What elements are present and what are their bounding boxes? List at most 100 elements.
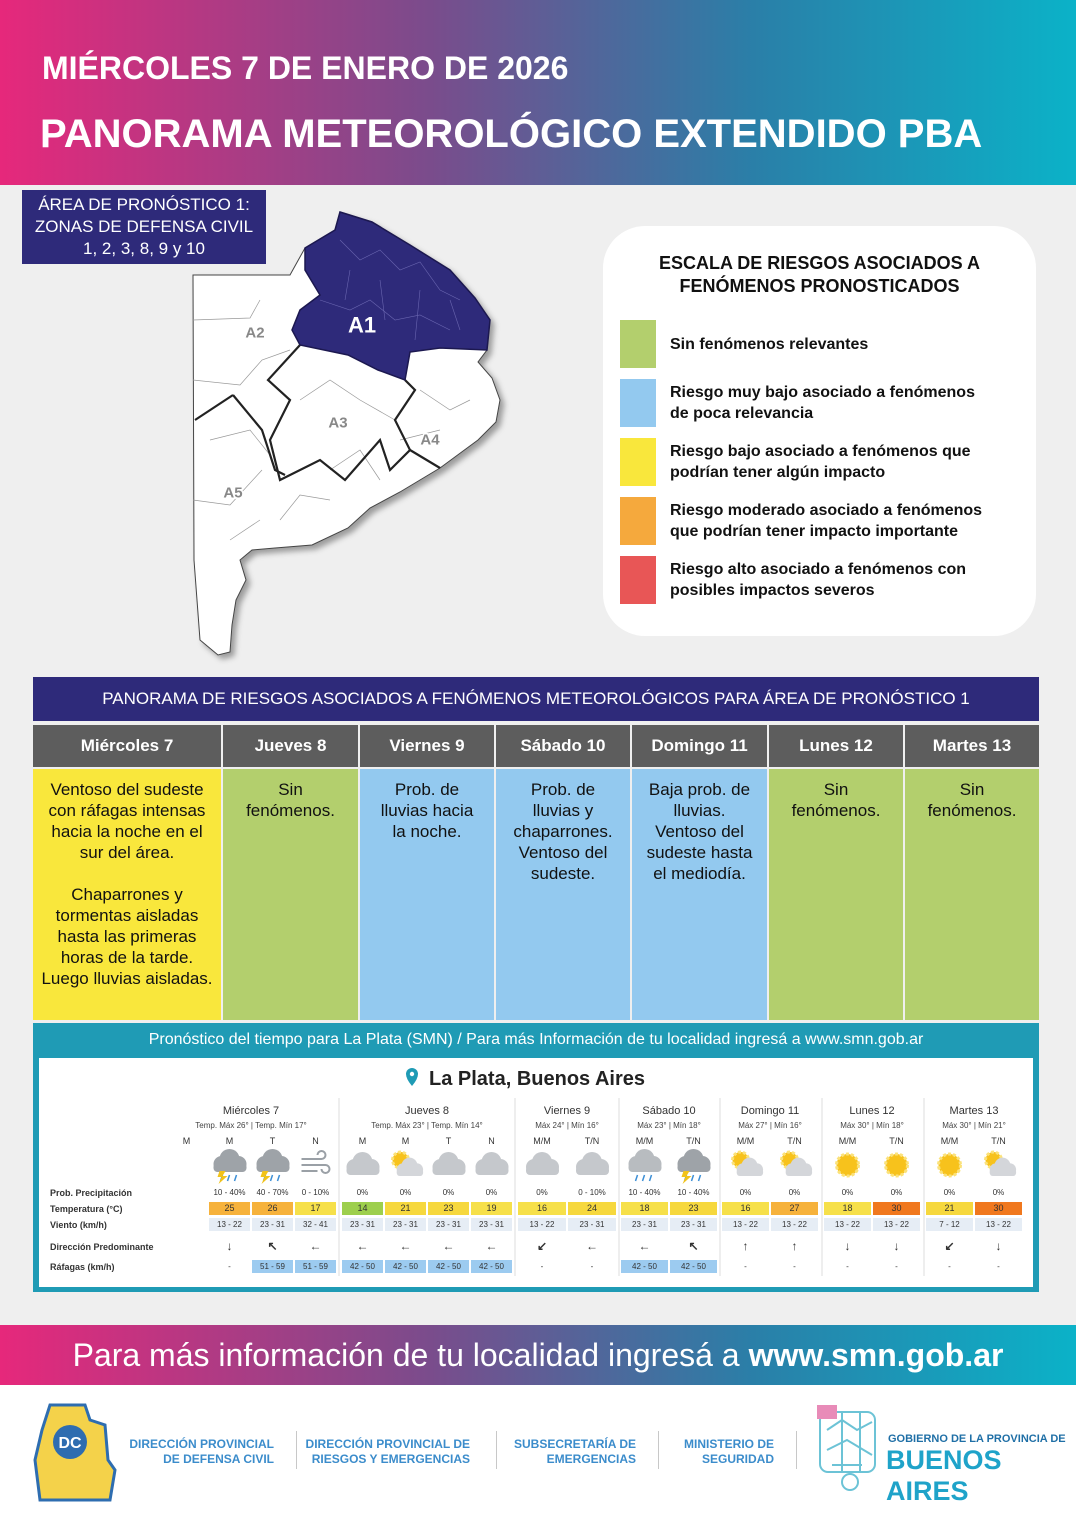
gust-cell xyxy=(471,1260,512,1273)
row-label: Prob. Precipitación xyxy=(50,1188,132,1198)
gusts: 42 - 50 xyxy=(632,1262,657,1271)
smn-day: Martes 13 xyxy=(950,1105,999,1117)
precip-prob: 0% xyxy=(486,1188,498,1197)
weather-icon xyxy=(576,1152,609,1175)
logo-separator xyxy=(296,1431,297,1469)
wind-cell xyxy=(670,1218,717,1231)
period: N xyxy=(312,1136,319,1146)
wind: 13 - 22 xyxy=(884,1220,909,1229)
temperature: 17 xyxy=(310,1203,320,1213)
wind-direction: ↙ xyxy=(537,1239,547,1253)
province-name: BUENOS AIRES xyxy=(886,1445,1002,1506)
scale-swatch xyxy=(620,438,656,486)
smn-widget: La Plata, Buenos Aires Prob. Precipitació… xyxy=(50,1068,1022,1276)
row-label: Viento (km/h) xyxy=(50,1220,107,1230)
wind-direction: ← xyxy=(443,1239,455,1253)
temp-cell xyxy=(722,1202,769,1215)
smn-day: Domingo 11 xyxy=(741,1105,800,1117)
temperature: 16 xyxy=(537,1203,547,1213)
gusts: - xyxy=(591,1262,594,1271)
precip-prob: 0% xyxy=(536,1188,548,1197)
gust-cell xyxy=(670,1260,717,1273)
gusts: - xyxy=(895,1262,898,1271)
emblem-accent xyxy=(817,1405,837,1419)
weather-icon xyxy=(475,1152,509,1175)
rain-drop xyxy=(697,1174,702,1182)
gust-cell xyxy=(252,1260,293,1273)
wind-cell xyxy=(771,1218,818,1231)
temp-cell xyxy=(295,1202,336,1215)
scale-label: Sin fenómenos relevantes xyxy=(670,335,869,353)
precip-prob: 0% xyxy=(443,1188,455,1197)
temperature: 26 xyxy=(267,1203,277,1213)
day-header: Miércoles 7 xyxy=(33,725,221,767)
province-map: A1 A2 A3 A4 A5 xyxy=(192,211,501,656)
rain-drop xyxy=(226,1174,231,1182)
temp-cell xyxy=(209,1202,250,1215)
emblem-lines xyxy=(819,1411,876,1491)
period: M xyxy=(402,1136,410,1146)
area-map-label: A2 xyxy=(245,324,264,341)
scale-swatch xyxy=(620,320,656,368)
wind-direction: ← xyxy=(586,1239,598,1253)
period: M/M xyxy=(839,1136,857,1146)
day-risk: Sin fenómenos. xyxy=(223,769,358,1020)
wind-direction: ← xyxy=(357,1239,369,1253)
area-borders xyxy=(194,344,441,482)
gusts: - xyxy=(744,1262,747,1271)
weather-icon xyxy=(628,1149,662,1182)
precip-prob: 0% xyxy=(357,1188,369,1197)
sun xyxy=(937,1152,962,1178)
smn-day: Sábado 10 xyxy=(642,1105,695,1117)
period: T xyxy=(270,1136,276,1146)
wind-direction: ↖ xyxy=(688,1239,698,1253)
wind-cell xyxy=(209,1218,250,1231)
wind: 23 - 31 xyxy=(350,1220,375,1229)
wind: 13 - 22 xyxy=(530,1220,555,1229)
smn-day-temps: Máx 30° | Mín 21° xyxy=(942,1121,1006,1130)
smn-day-temps: Temp. Máx 26° | Temp. Mín 17° xyxy=(195,1121,306,1130)
scale-title: ESCALA DE RIESGOS ASOCIADOS A FENÓMENOS … xyxy=(658,253,981,296)
wind-cell xyxy=(518,1218,566,1231)
gusts: 51 - 59 xyxy=(303,1262,328,1271)
weather-icon xyxy=(984,1150,1017,1176)
gusts: 42 - 50 xyxy=(479,1262,504,1271)
gusts: - xyxy=(997,1262,1000,1271)
cloud-base xyxy=(628,1163,662,1172)
weather-icon xyxy=(780,1150,813,1176)
period: M/M xyxy=(533,1136,551,1146)
temp-cell xyxy=(824,1202,871,1215)
gusts: - xyxy=(228,1262,231,1271)
precip-prob: 0% xyxy=(944,1188,956,1197)
scale-label: Riesgo bajo asociado a fenómenos que pod… xyxy=(670,443,971,481)
wind: 23 - 31 xyxy=(681,1220,706,1229)
wind: 13 - 22 xyxy=(835,1220,860,1229)
temp-cell xyxy=(342,1202,383,1215)
period: T/N xyxy=(889,1136,904,1146)
cloud-base xyxy=(396,1168,424,1176)
cloud-base xyxy=(736,1168,764,1176)
rain-drop xyxy=(690,1174,695,1182)
wind-direction: ↑ xyxy=(792,1239,798,1253)
precip-prob: 10 - 40% xyxy=(213,1188,245,1197)
wind-direction: ↓ xyxy=(894,1239,900,1253)
wind: 13 - 22 xyxy=(782,1220,807,1229)
precip-prob: 0% xyxy=(400,1188,412,1197)
wind: 7 - 12 xyxy=(939,1220,960,1229)
temp-cell xyxy=(670,1202,717,1215)
wind: 13 - 22 xyxy=(733,1220,758,1229)
wind: 32 - 41 xyxy=(303,1220,328,1229)
cloud-base xyxy=(576,1166,609,1175)
wind-line xyxy=(301,1150,327,1160)
gusts: 42 - 50 xyxy=(350,1262,375,1271)
scale-label: Riesgo muy bajo asociado a fenómenos de … xyxy=(670,384,975,422)
weather-icon xyxy=(432,1152,466,1175)
precip-prob: 40 - 70% xyxy=(256,1188,288,1197)
wind-cell xyxy=(722,1218,769,1231)
gusts: 42 - 50 xyxy=(681,1262,706,1271)
risk-scale: ESCALA DE RIESGOS ASOCIADOS A FENÓMENOS … xyxy=(603,226,1036,636)
period: M/M xyxy=(636,1136,654,1146)
temperature: 24 xyxy=(587,1203,597,1213)
header: MIÉRCOLES 7 DE ENERO DE 2026 PANORAMA ME… xyxy=(0,0,1076,185)
gusts: - xyxy=(846,1262,849,1271)
